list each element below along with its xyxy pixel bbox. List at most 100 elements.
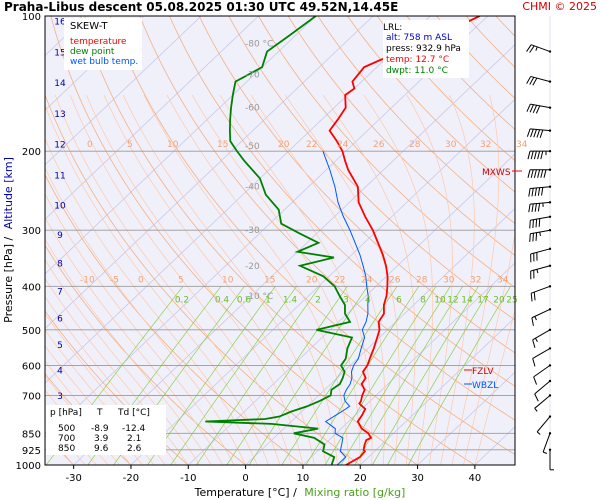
mixing-ratio-label: 8 xyxy=(420,295,426,305)
wind-barb-feather xyxy=(534,393,539,402)
pressure-tick-label: 600 xyxy=(22,361,41,372)
wind-barb-feather xyxy=(531,317,534,326)
wind-barb xyxy=(526,128,552,138)
mixing-ratio-label: 1.4 xyxy=(283,295,298,305)
pressure-tick-label: 925 xyxy=(22,446,41,457)
wind-barb-feather xyxy=(529,104,534,113)
wind-barb-staff xyxy=(530,103,551,109)
moist-adiabat-label-top: 22 xyxy=(306,140,317,150)
dry-adiabat-line xyxy=(169,16,515,387)
wind-barb-feather xyxy=(539,129,544,138)
wind-barb-feather xyxy=(532,339,536,348)
moist-adiabat-line xyxy=(143,94,338,465)
moist-adiabat-label-bottom: 0 xyxy=(138,275,144,285)
wind-barb-feather xyxy=(533,376,538,385)
wind-barb-feather xyxy=(533,292,536,301)
wind-barb-staff xyxy=(536,416,551,433)
dry-adiabat-line xyxy=(198,16,515,354)
moist-adiabat-label-bottom: 28 xyxy=(416,275,428,285)
moist-adiabat-label-bottom: 30 xyxy=(443,275,455,285)
wind-barb xyxy=(526,103,552,114)
pressure-tick-label: 200 xyxy=(22,147,41,158)
altitude-tick-label: 5 xyxy=(57,341,63,351)
dry-adiabat-label: -10 °C xyxy=(245,292,273,302)
wind-barb-feather xyxy=(530,151,534,160)
moist-adiabat-line xyxy=(463,232,515,465)
wind-barb-feather xyxy=(530,293,533,302)
wind-barb xyxy=(536,415,552,435)
wind-barb-staff xyxy=(530,201,551,205)
plot-frame xyxy=(44,15,516,466)
altitude-tick-label: 3 xyxy=(57,392,63,402)
altitude-tick-label: 12 xyxy=(54,141,65,151)
isotherm-line xyxy=(532,16,600,465)
y-axis-title-pressure: Pressure [hPa] / xyxy=(2,236,15,322)
moist-adiabat-label-bottom: 22 xyxy=(334,275,345,285)
wind-barb-half-feather xyxy=(535,337,538,342)
wind-barb xyxy=(529,229,552,242)
pressure-tick-label: 100 xyxy=(22,12,41,23)
x-axis-title-mixing-ratio: Mixing ratio [g/kg] xyxy=(304,486,405,499)
wind-barbs xyxy=(526,16,554,471)
pressure-tick-label: 700 xyxy=(22,391,41,402)
wind-barb-feather xyxy=(538,218,541,227)
wind-barb-feather xyxy=(543,169,547,178)
moist-adiabat-label-bottom: 15 xyxy=(264,275,275,285)
moist-adiabat-line xyxy=(122,94,327,465)
moist-adiabat-line xyxy=(54,94,281,465)
isotherm-line xyxy=(45,16,489,439)
wind-barb-feather xyxy=(526,44,532,52)
temperature-tick-label: -30 xyxy=(65,473,81,484)
temperature-tick-label: -10 xyxy=(180,473,196,484)
altitude-tick-label: 6 xyxy=(57,315,63,325)
moist-adiabat-line xyxy=(166,94,350,465)
wind-barb-dot xyxy=(548,129,552,132)
wind-barb-dot xyxy=(548,347,552,350)
temperature-tick-label: 30 xyxy=(411,473,424,484)
wind-barb xyxy=(527,168,552,178)
wind-barb xyxy=(532,347,552,367)
wind-barb xyxy=(528,201,552,213)
wind-barb-feather xyxy=(532,77,538,86)
wind-barb-feather xyxy=(533,151,537,160)
wind-barb-feather xyxy=(529,77,535,85)
wind-barb-half-feather xyxy=(542,451,548,454)
wind-barb-dot xyxy=(548,364,552,367)
wind-barb-dot xyxy=(548,308,552,311)
wind-barb-feather xyxy=(530,169,534,178)
wind-barb-staff xyxy=(531,285,551,294)
legend: SKEW-T temperature dew point wet bulb te… xyxy=(64,18,142,70)
wind-barb-half-feather xyxy=(534,407,538,412)
x-axis-title: Temperature [°C] / Mixing ratio [g/kg] xyxy=(194,486,406,499)
moist-adiabat-label-top: 34 xyxy=(516,140,528,150)
legend-temperature: temperature xyxy=(70,37,127,47)
copyright-label: CHMI © 2025 xyxy=(522,0,597,13)
plot-background xyxy=(45,16,515,465)
temperature-tick-label: -20 xyxy=(123,473,139,484)
wind-barb-feather xyxy=(532,233,534,242)
temperature-tick-label: 0 xyxy=(242,473,248,484)
wind-barb-feather xyxy=(535,105,541,114)
table-row-850-t: 9.6 xyxy=(94,444,109,454)
moist-adiabat-line xyxy=(45,216,223,465)
moist-adiabat-label-top: 5 xyxy=(127,140,133,150)
wind-barb-dot xyxy=(548,379,552,383)
wind-barb-dot xyxy=(548,106,552,109)
moist-adiabat-label-bottom: 34 xyxy=(497,275,509,285)
wind-barb xyxy=(533,364,552,385)
mixing-ratio-label: 0.4 xyxy=(215,295,230,305)
moist-adiabat-label-top: 0 xyxy=(87,140,93,150)
isotherm-line xyxy=(45,16,202,166)
moist-adiabat-line xyxy=(45,137,258,465)
wind-barb-staff xyxy=(530,75,551,83)
wind-barb xyxy=(528,185,552,197)
legend-wet-bulb: wet bulb temp. xyxy=(70,57,138,67)
isotherm-line xyxy=(302,262,515,465)
pressure-tick-label: 500 xyxy=(22,326,41,337)
wind-barb-half-feather xyxy=(535,46,538,51)
moist-adiabat-label-bottom: -10 xyxy=(80,275,95,285)
dry-adiabat-line xyxy=(555,16,600,465)
dry-adiabat-label: -30 xyxy=(245,226,260,236)
legend-dew-point: dew point xyxy=(70,47,115,57)
wind-barb-staff xyxy=(533,364,551,378)
